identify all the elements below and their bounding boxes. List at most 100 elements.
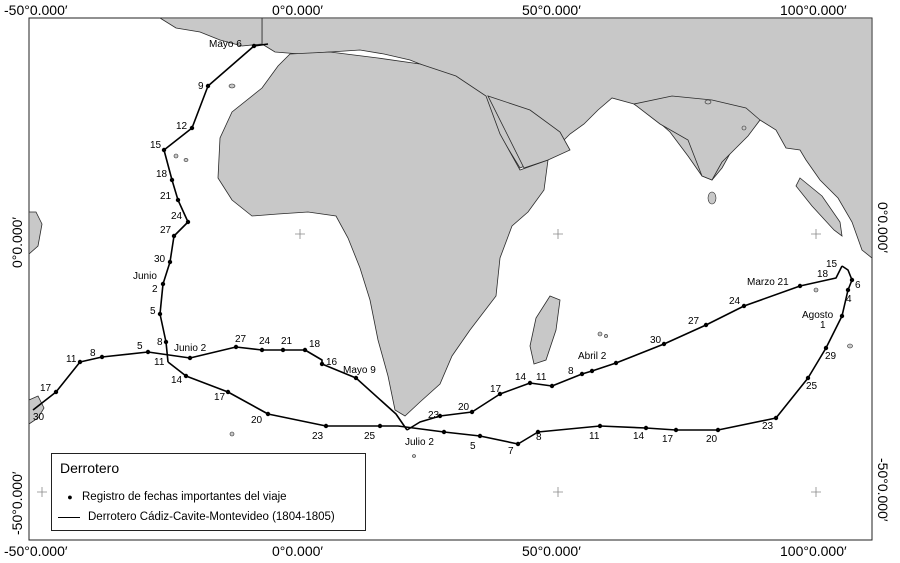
land-arabia <box>487 95 571 169</box>
date-point <box>233 344 239 350</box>
date-label: 5 <box>137 341 143 352</box>
date-point <box>189 125 195 131</box>
date-point <box>99 354 105 360</box>
date-label: Julio 2 <box>405 437 434 448</box>
date-point <box>53 389 59 395</box>
island <box>813 287 819 293</box>
date-label: 14 <box>171 375 183 386</box>
date-label: 20 <box>458 402 470 413</box>
date-point <box>469 409 475 415</box>
date-label: 29 <box>825 351 837 362</box>
date-label: 20 <box>706 434 718 445</box>
date-label: 23 <box>762 421 774 432</box>
date-point <box>805 375 811 381</box>
legend-item-label: Derrotero Cádiz-Cavite-Montevideo (1804-… <box>88 511 335 523</box>
date-point <box>145 349 151 355</box>
date-point <box>515 441 521 447</box>
island <box>183 158 189 162</box>
land-sumatra <box>795 177 843 237</box>
top-coord-label: 0°0.000′ <box>272 2 323 18</box>
date-label: 11 <box>154 357 165 368</box>
date-point <box>839 313 845 319</box>
date-point <box>579 371 585 377</box>
date-label: 9 <box>198 81 204 92</box>
date-label: Agosto <box>802 310 834 321</box>
date-point <box>441 429 447 435</box>
date-point <box>77 359 83 365</box>
date-point <box>773 415 779 421</box>
date-point <box>715 427 721 433</box>
dot-symbol: ● <box>67 492 73 502</box>
date-label: 1 <box>820 320 826 331</box>
land-madagascar <box>529 295 561 365</box>
date-point <box>185 219 191 225</box>
date-point <box>187 355 193 361</box>
bottom-coord-label: 50°0.000′ <box>522 543 581 559</box>
date-label: 23 <box>428 410 440 421</box>
date-label: 30 <box>154 254 166 265</box>
date-label: 24 <box>729 296 741 307</box>
top-coord-label: 50°0.000′ <box>522 2 581 18</box>
island <box>173 153 179 159</box>
date-label: 17 <box>490 384 502 395</box>
date-point <box>527 380 533 386</box>
island <box>707 191 717 205</box>
date-label: 17 <box>40 383 52 394</box>
date-point <box>845 287 851 293</box>
legend-title: Derrotero <box>60 460 120 476</box>
date-label: 11 <box>536 372 547 383</box>
date-point <box>549 383 555 389</box>
land-africa <box>217 51 549 417</box>
date-label: 11 <box>589 431 600 442</box>
date-label: 14 <box>515 372 527 383</box>
date-point <box>280 347 286 353</box>
date-point <box>597 423 603 429</box>
date-point <box>613 360 619 366</box>
date-label: 27 <box>688 316 700 327</box>
date-point <box>183 373 189 379</box>
land-south-america <box>28 211 43 255</box>
island <box>228 83 236 89</box>
date-label: 17 <box>662 434 674 445</box>
date-point <box>643 425 649 431</box>
legend-row-route: Derrotero Cádiz-Cavite-Montevideo (1804-… <box>58 511 335 523</box>
date-point <box>265 411 271 417</box>
date-point <box>673 427 679 433</box>
island <box>847 343 853 349</box>
date-point <box>377 423 383 429</box>
land-masses <box>28 17 873 458</box>
date-point <box>477 433 483 439</box>
date-label: 23 <box>312 431 324 442</box>
date-point <box>319 361 325 367</box>
date-label: 17 <box>214 392 226 403</box>
date-point <box>741 303 747 309</box>
date-label: 18 <box>817 269 829 280</box>
date-point <box>259 347 265 353</box>
land-europe <box>158 17 263 47</box>
date-point <box>353 375 359 381</box>
bottom-coord-label: 100°0.000′ <box>780 543 847 559</box>
island <box>597 331 603 337</box>
bottom-coord-label: 0°0.000′ <box>272 543 323 559</box>
right-coord-label: 0°0.000′ <box>875 202 891 253</box>
date-label: 15 <box>150 140 162 151</box>
island <box>704 99 712 105</box>
date-label: 21 <box>160 191 172 202</box>
legend: Derrotero ● Registro de fechas important… <box>51 453 366 531</box>
date-label: 7 <box>508 446 514 457</box>
date-label: 27 <box>160 225 172 236</box>
right-coord-label: -50°0.000′ <box>875 458 891 522</box>
date-point <box>323 423 329 429</box>
date-label: 16 <box>326 357 338 368</box>
top-coord-label: 100°0.000′ <box>780 2 847 18</box>
legend-item-label: Registro de fechas importantes del viaje <box>82 491 287 503</box>
date-point <box>175 197 181 203</box>
date-label: 8 <box>568 366 574 377</box>
date-point <box>302 347 308 353</box>
date-label: 14 <box>633 431 645 442</box>
date-label: Abril 2 <box>578 351 607 362</box>
date-point <box>251 43 257 49</box>
date-label: 5 <box>150 306 156 317</box>
island <box>412 454 416 458</box>
